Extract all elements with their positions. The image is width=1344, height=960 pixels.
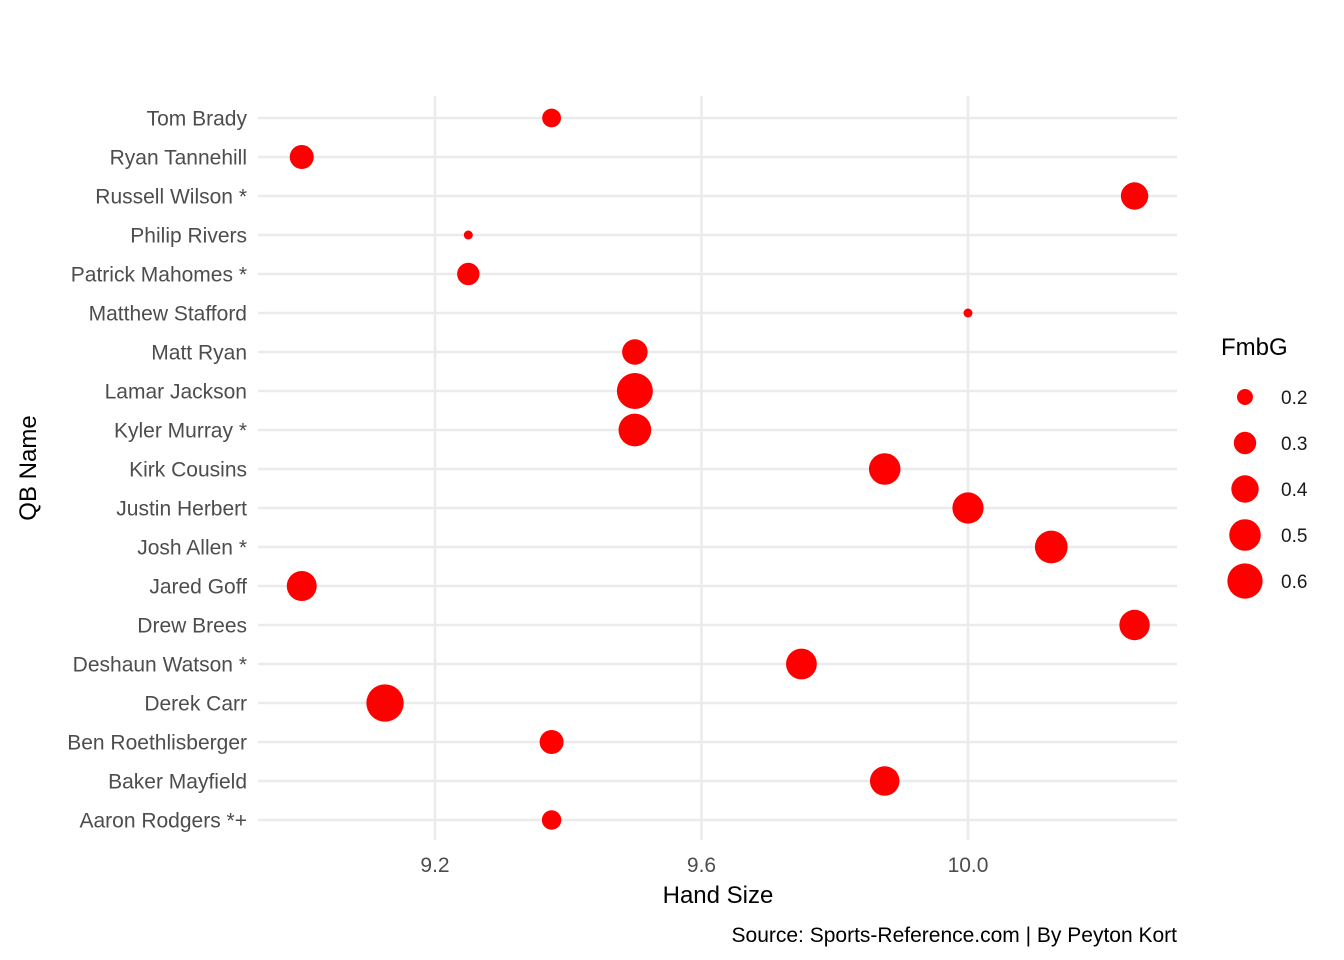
y-tick-label: Philip Rivers <box>130 225 247 248</box>
data-point <box>1119 609 1150 641</box>
y-tick-label: Jared Goff <box>149 576 247 599</box>
y-tick-label: Kyler Murray * <box>114 420 247 443</box>
y-tick-label: Josh Allen * <box>137 537 247 560</box>
y-axis-title: QB Name <box>15 415 42 520</box>
legend-key <box>1231 475 1259 503</box>
data-point <box>952 492 984 524</box>
y-tick-label: Justin Herbert <box>116 498 247 521</box>
legend-label: 0.3 <box>1281 434 1307 455</box>
data-points <box>286 108 1150 830</box>
data-point <box>289 144 314 170</box>
data-point <box>542 108 561 128</box>
legend-label: 0.4 <box>1281 480 1308 501</box>
legend-title: FmbG <box>1221 334 1288 361</box>
y-tick-label: Russell Wilson * <box>95 186 247 209</box>
y-tick-label: Aaron Rodgers *+ <box>79 810 247 833</box>
data-point <box>1034 530 1068 564</box>
data-point <box>286 571 317 601</box>
x-tick-label: 9.2 <box>420 854 449 877</box>
y-tick-label: Ben Roethlisberger <box>67 732 247 755</box>
chart-caption: Source: Sports-Reference.com | By Peyton… <box>732 924 1178 947</box>
y-tick-label: Deshaun Watson * <box>73 654 247 677</box>
legend-items: 0.2 0.3 0.4 0.5 0.6 <box>1227 388 1308 599</box>
y-tick-label: Baker Mayfield <box>108 771 247 794</box>
data-point <box>616 373 653 409</box>
size-legend: FmbG 0.2 0.3 0.4 0.5 0.6 <box>1221 334 1308 599</box>
data-point <box>1120 182 1149 210</box>
y-tick-label: Tom Brady <box>147 108 248 131</box>
legend-label: 0.5 <box>1281 526 1307 547</box>
data-point <box>622 339 648 365</box>
y-tick-label: Patrick Mahomes * <box>71 264 247 287</box>
legend-label: 0.6 <box>1281 572 1307 593</box>
y-tick-label: Matthew Stafford <box>89 303 247 326</box>
legend-key <box>1229 519 1261 551</box>
y-tick-label: Drew Brees <box>137 615 247 638</box>
gridlines <box>258 96 1177 840</box>
data-point <box>618 413 652 447</box>
legend-key <box>1237 389 1253 405</box>
x-tick-label: 9.6 <box>687 854 716 877</box>
y-tick-label: Lamar Jackson <box>105 381 247 404</box>
legend-key <box>1227 563 1263 599</box>
data-point <box>868 453 901 485</box>
data-point <box>457 262 480 286</box>
data-point <box>963 308 973 318</box>
data-point <box>366 684 404 722</box>
x-axis-title: Hand Size <box>663 882 774 909</box>
data-point <box>869 766 900 796</box>
data-point <box>539 729 564 755</box>
x-tick-label: 10.0 <box>948 854 989 877</box>
y-tick-label: Ryan Tannehill <box>110 147 247 170</box>
y-tick-label: Derek Carr <box>144 693 247 716</box>
data-point <box>541 810 562 830</box>
legend-label: 0.2 <box>1281 388 1307 409</box>
x-axis-tick-labels: 9.2 9.6 10.0 <box>420 854 988 877</box>
data-point <box>786 648 817 680</box>
data-point <box>463 230 473 240</box>
y-tick-label: Matt Ryan <box>151 342 247 365</box>
y-tick-label: Kirk Cousins <box>129 459 247 482</box>
y-axis-tick-labels: Aaron Rodgers *+ Baker Mayfield Ben Roethl… <box>67 108 247 833</box>
legend-key <box>1233 431 1257 455</box>
